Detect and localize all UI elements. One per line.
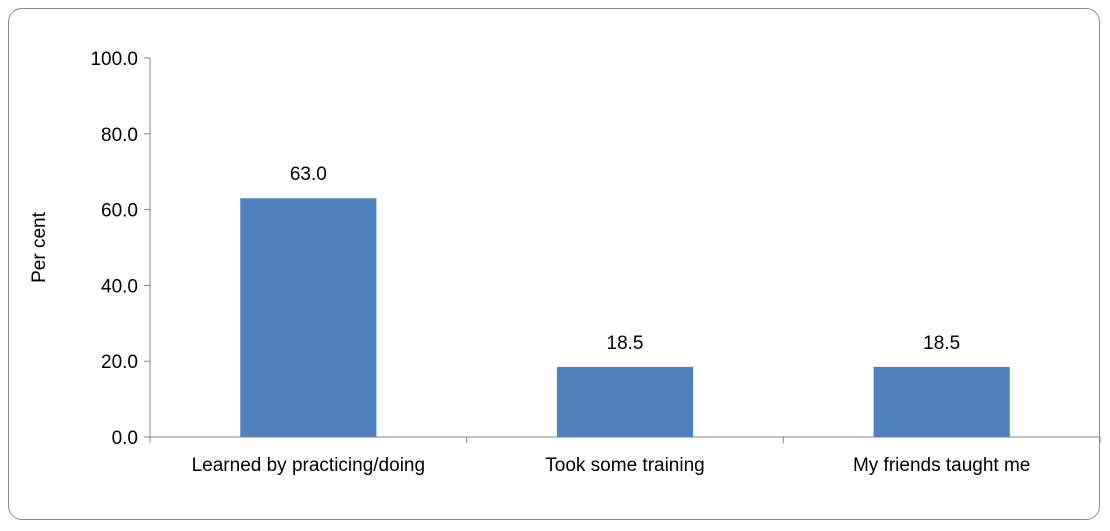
y-axis: 0.0 20.0 40.0 60.0 80.0 100.0	[90, 49, 151, 449]
bar-value-label: 18.5	[923, 333, 960, 354]
y-tick-label: 60.0	[101, 201, 138, 222]
bar	[873, 366, 1010, 437]
data-labels: 63.0 18.5 18.5	[290, 164, 960, 354]
x-axis: Learned by practicing/doing Took some tra…	[149, 436, 1101, 476]
bar-value-label: 18.5	[607, 333, 644, 354]
bar	[556, 366, 694, 437]
bar	[240, 198, 377, 437]
y-tick-label: 100.0	[90, 49, 138, 70]
x-category-label: Took some training	[545, 455, 704, 476]
x-category-label: My friends taught me	[853, 455, 1030, 476]
bars	[240, 198, 1010, 437]
y-axis-title: Per cent	[29, 211, 50, 282]
y-tick-label: 80.0	[101, 125, 138, 146]
x-category-label: Learned by practicing/doing	[192, 455, 425, 476]
y-tick-label: 0.0	[112, 428, 138, 449]
bar-value-label: 63.0	[290, 164, 327, 185]
y-tick-label: 40.0	[101, 276, 138, 297]
y-tick-label: 20.0	[101, 352, 138, 373]
